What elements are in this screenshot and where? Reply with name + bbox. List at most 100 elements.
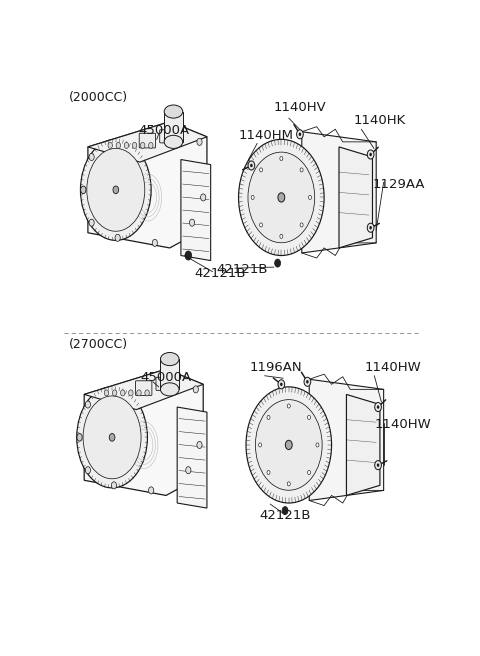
Circle shape [108,142,112,148]
Circle shape [201,194,206,201]
Ellipse shape [81,186,86,194]
Circle shape [267,470,270,474]
Circle shape [89,154,94,161]
Text: 1140HK: 1140HK [354,113,406,127]
Text: (2700CC): (2700CC) [69,338,129,351]
Circle shape [197,441,202,449]
Circle shape [248,161,255,170]
Circle shape [282,506,288,515]
Polygon shape [88,121,207,248]
Circle shape [185,251,192,260]
Circle shape [85,466,91,474]
Ellipse shape [98,165,133,215]
Ellipse shape [93,157,139,222]
Circle shape [124,142,129,148]
Circle shape [367,223,374,232]
FancyBboxPatch shape [135,380,152,396]
Ellipse shape [255,400,322,490]
Circle shape [299,133,301,136]
Polygon shape [339,147,372,248]
Bar [164,112,183,142]
Circle shape [112,390,117,396]
Text: (2000CC): (2000CC) [69,91,129,104]
Circle shape [288,482,290,486]
Ellipse shape [256,164,306,231]
Circle shape [297,130,303,139]
Circle shape [109,434,115,441]
Ellipse shape [160,383,179,396]
FancyBboxPatch shape [156,377,168,390]
Polygon shape [88,121,207,162]
Ellipse shape [279,432,298,458]
Text: 45000A: 45000A [138,124,189,137]
Circle shape [197,138,202,146]
Ellipse shape [105,427,119,447]
Circle shape [367,150,374,159]
Circle shape [193,386,198,393]
Text: 45000A: 45000A [140,371,191,384]
Circle shape [369,226,372,230]
Text: 42121B: 42121B [194,267,245,279]
Polygon shape [84,369,203,409]
Ellipse shape [112,185,120,195]
Ellipse shape [100,420,124,455]
Ellipse shape [164,135,183,148]
Ellipse shape [77,387,147,488]
Circle shape [308,415,311,419]
Circle shape [186,466,191,474]
FancyBboxPatch shape [139,133,156,148]
Circle shape [280,382,283,386]
Ellipse shape [160,352,179,365]
Circle shape [300,168,303,172]
Circle shape [251,195,254,199]
Text: 1196AN: 1196AN [250,361,302,374]
Circle shape [152,239,157,247]
Ellipse shape [89,405,135,470]
Polygon shape [309,379,384,501]
Circle shape [288,404,290,408]
Text: 1140HV: 1140HV [274,101,327,114]
Circle shape [316,443,319,447]
Ellipse shape [248,152,315,243]
Circle shape [115,234,120,241]
Circle shape [377,463,379,467]
Circle shape [149,142,153,148]
Polygon shape [84,369,203,495]
Ellipse shape [265,175,298,220]
Ellipse shape [95,412,130,462]
Circle shape [377,405,379,409]
Circle shape [111,482,117,489]
Circle shape [280,157,283,161]
Circle shape [267,415,270,419]
Circle shape [89,219,94,226]
Text: 1140HW: 1140HW [374,419,431,431]
Ellipse shape [246,387,332,503]
Text: 1129AA: 1129AA [372,178,425,192]
Ellipse shape [87,148,145,232]
Circle shape [116,142,120,148]
Text: 42121B: 42121B [216,263,268,276]
Ellipse shape [104,173,128,207]
Ellipse shape [264,411,313,479]
Text: 42121B: 42121B [259,509,311,522]
Circle shape [120,390,125,396]
Ellipse shape [273,423,305,467]
Circle shape [260,223,263,227]
Ellipse shape [81,139,151,240]
Circle shape [129,390,133,396]
Polygon shape [177,407,207,508]
Circle shape [369,153,372,156]
Ellipse shape [164,105,183,118]
Circle shape [300,223,303,227]
Circle shape [308,470,311,474]
Circle shape [132,142,137,148]
Circle shape [85,401,91,408]
Circle shape [306,380,309,384]
Circle shape [148,487,154,494]
Circle shape [190,219,195,226]
Circle shape [141,142,145,148]
Ellipse shape [83,396,141,479]
Polygon shape [347,394,380,495]
Circle shape [278,193,285,202]
Circle shape [375,403,382,411]
